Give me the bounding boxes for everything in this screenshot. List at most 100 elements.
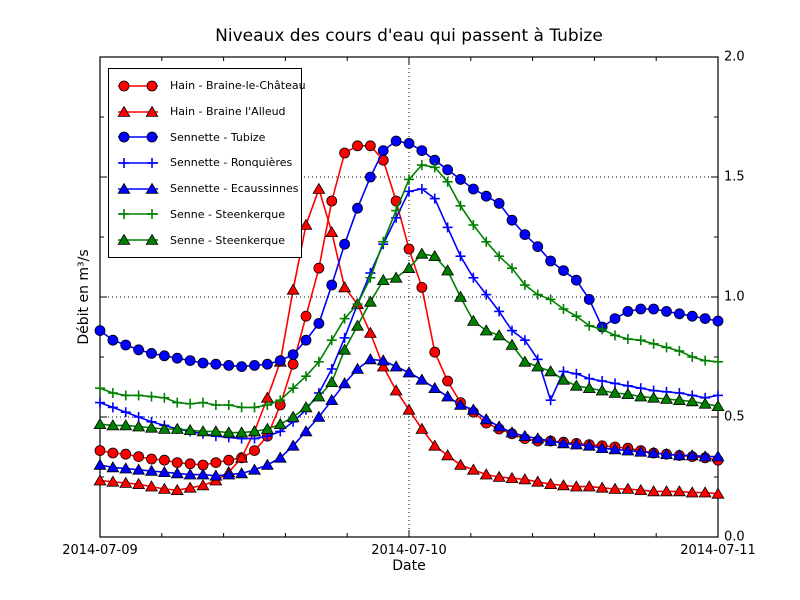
data-point-circle [287,358,299,370]
data-point-triangle [685,395,699,407]
data-point-circle [313,317,325,329]
legend-label: Sennette - Ecaussinnes [170,182,299,196]
data-point-circle [493,197,505,209]
legend-label: Hain - Braine-le-Château [170,79,306,93]
data-point-triangle [441,264,455,276]
data-point-triangle [170,483,184,495]
legend-marker-blue-plus-icon [118,157,158,168]
data-point-triangle [634,390,648,402]
data-point-circle [622,305,634,317]
data-point-circle [184,355,196,367]
data-point-triangle [235,426,249,438]
data-point-circle [133,451,145,463]
legend-marker-blue-circle-icon [118,131,158,143]
legend-label: Sennette - Ronquières [170,156,293,170]
data-point-circle [364,140,376,152]
data-point-triangle [479,324,493,336]
data-point-triangle [248,425,261,437]
x-axis-label: Date [392,558,426,574]
data-point-triangle [338,281,352,293]
data-point-circle [570,274,582,286]
data-point-triangle [505,426,519,438]
data-point-circle [403,243,415,255]
data-point-circle [158,454,170,466]
data-point-triangle [569,480,583,492]
data-point-triangle [363,295,377,307]
legend-item: Senne - Steenkerque [115,228,295,253]
data-point-triangle [363,353,377,365]
data-point-triangle [132,420,146,432]
series-2 [94,135,724,373]
data-point-triangle [621,482,635,494]
data-point-circle [261,358,273,370]
data-point-triangle [634,483,648,495]
data-point-circle [326,195,338,207]
data-point-triangle [518,473,532,485]
data-point-triangle [647,446,661,458]
data-point-circle [249,359,260,371]
data-point-triangle [117,233,131,245]
data-point-circle [429,346,441,358]
legend-item: Senne - Steenkerque [115,202,295,227]
data-point-triangle [106,419,120,431]
data-point-triangle [698,450,712,462]
data-point-triangle [608,386,622,398]
data-point-triangle [119,462,133,474]
data-point-circle [352,202,363,214]
data-point-triangle [415,422,429,434]
data-point-circle [171,457,183,469]
data-point-triangle [157,465,171,477]
data-point-circle [467,183,479,195]
data-point-triangle [569,379,583,391]
data-point-triangle [402,366,416,378]
data-point-circle [712,315,724,327]
data-point-triangle [376,360,390,372]
data-point-circle [442,164,454,176]
plot-frame [99,56,719,538]
data-point-circle [545,255,557,267]
data-point-triangle [466,463,480,475]
data-point-circle [442,375,454,387]
data-point-triangle [647,485,661,497]
legend-item: Sennette - Ecaussinnes [115,176,299,201]
data-point-triangle [273,451,287,463]
data-point-circle [583,293,595,305]
data-point-circle [146,453,157,465]
legend-label: Senne - Steenkerque [170,207,286,221]
legend-label: Senne - Steenkerque [170,233,286,247]
legend-label: Sennette - Tubize [170,130,266,144]
data-point-triangle [660,447,673,459]
data-point-triangle [117,182,131,194]
data-point-circle [223,359,235,371]
data-point-circle [107,447,119,459]
data-point-triangle [196,425,210,437]
chart-title: Niveaux des cours d'eau qui passent à Tu… [215,26,603,46]
data-point-circle [118,131,130,143]
data-point-triangle [582,381,596,393]
data-point-triangle [544,477,558,489]
data-point-circle [107,334,119,346]
data-point-triangle [595,384,609,396]
data-point-circle [197,357,209,369]
data-point-circle [506,214,518,226]
data-point-circle [416,281,428,293]
data-point-triangle [119,476,133,488]
data-point-triangle [415,373,429,385]
data-point-triangle [402,261,416,273]
data-point-triangle [557,479,570,491]
data-point-triangle [698,486,712,498]
legend-marker-red-triangle-icon [117,105,159,117]
data-point-circle [558,265,569,277]
data-point-triangle [608,482,622,494]
legend-marker-blue-triangle-icon [117,182,159,194]
data-point-triangle [170,467,184,479]
data-point-circle [352,140,363,152]
data-point-triangle [93,417,107,429]
data-point-circle [146,131,158,143]
data-point-circle [158,350,170,362]
data-point-triangle [145,480,158,492]
data-point-triangle [338,343,352,355]
data-point-triangle [145,464,158,476]
data-point-triangle [441,390,455,402]
